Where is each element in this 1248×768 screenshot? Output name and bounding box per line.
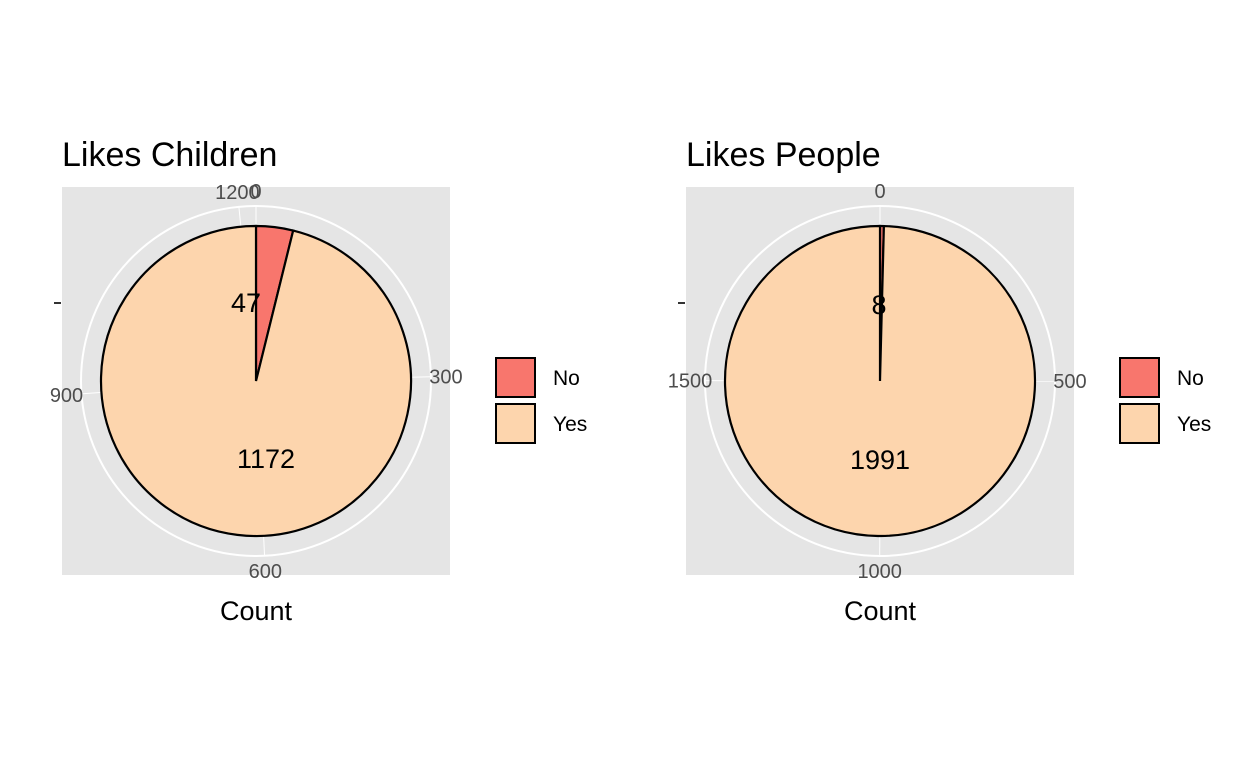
theta-tick-label: 500 bbox=[1053, 371, 1086, 393]
theta-tick-label: 0 bbox=[250, 181, 261, 203]
theta-tick-label: 1500 bbox=[668, 371, 713, 393]
theta-tick-label: 1200 bbox=[215, 182, 260, 204]
legend-swatch-yes bbox=[1119, 403, 1160, 444]
data-label-yes: 1172 bbox=[237, 444, 295, 474]
legend-label-yes: Yes bbox=[1177, 413, 1212, 436]
pie-slice-yes bbox=[723, 224, 1037, 538]
legend-label-no: No bbox=[1177, 367, 1204, 390]
theta-tick-label: 600 bbox=[249, 561, 282, 583]
legend-swatch-yes bbox=[495, 403, 536, 444]
data-label-no: 47 bbox=[231, 288, 261, 318]
data-label-no: 8 bbox=[871, 290, 886, 320]
legend-label-yes: Yes bbox=[553, 413, 588, 436]
theta-tick-label: 1000 bbox=[857, 561, 902, 583]
chart-title: Likes Children bbox=[62, 136, 278, 174]
theta-tick-label: 300 bbox=[429, 366, 462, 388]
theta-tick-label: 0 bbox=[874, 181, 885, 203]
pie-chart-likes-children: Likes Children 0 300 600 900 1200 47 1172 Coun… bbox=[50, 136, 588, 626]
pie-plot-area: 0 300 600 900 1200 47 1172 bbox=[50, 181, 463, 583]
pie-slice-yes bbox=[99, 224, 413, 538]
legend-swatch-no bbox=[495, 357, 536, 398]
x-axis-label: Count bbox=[219, 596, 293, 626]
data-label-yes: 1991 bbox=[850, 445, 910, 475]
chart-title: Likes People bbox=[686, 136, 881, 174]
pie-chart-likes-people: Likes People 0 500 1000 1500 8 1991 Count No … bbox=[624, 0, 1248, 768]
pie-plot-area: 0 500 1000 1500 8 1991 bbox=[668, 181, 1087, 583]
x-axis-label: Count bbox=[843, 596, 917, 626]
legend-swatch-no bbox=[1119, 357, 1160, 398]
legend-label-no: No bbox=[553, 367, 580, 390]
theta-tick-label: 900 bbox=[50, 385, 83, 407]
